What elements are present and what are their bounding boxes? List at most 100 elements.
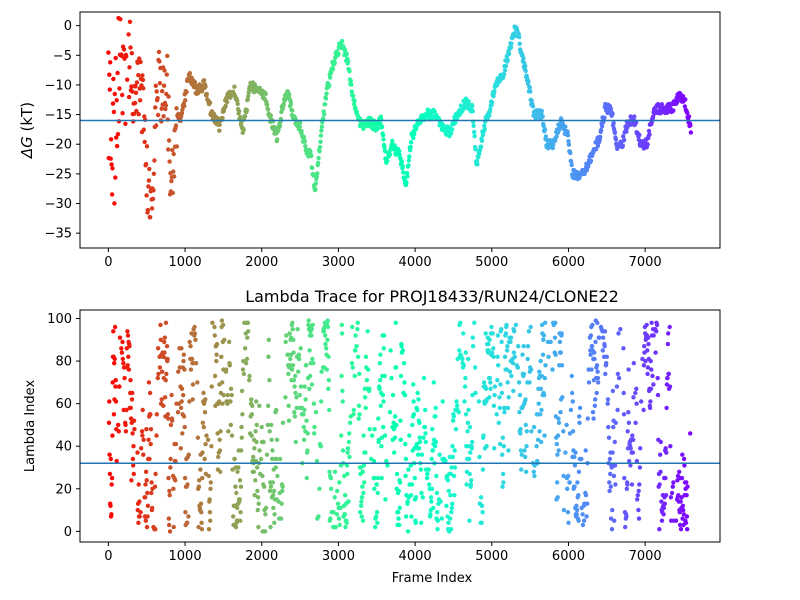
lambda-point: [593, 397, 598, 402]
dg-point: [650, 114, 656, 119]
lambda-point: [556, 448, 561, 453]
lambda-point: [251, 469, 256, 474]
lambda-point: [513, 322, 519, 328]
dg-point: [406, 158, 411, 163]
lambda-point: [284, 333, 289, 338]
lambda-point: [381, 346, 386, 351]
lambda-point: [613, 420, 618, 425]
lambda-point: [139, 429, 145, 434]
lambda-point: [253, 429, 258, 434]
lambda-point: [200, 475, 205, 481]
dg-point: [111, 76, 116, 82]
lambda-point: [200, 420, 205, 425]
lambda-point: [116, 422, 121, 428]
dg-point: [174, 106, 179, 111]
lambda-point: [162, 339, 167, 345]
lambda-point: [140, 407, 145, 413]
lambda-point: [245, 320, 251, 325]
lambda-point: [463, 375, 468, 381]
lambda-point: [130, 390, 135, 396]
lambda-point: [355, 320, 360, 325]
lambda-point: [381, 399, 386, 404]
lambda-point: [511, 350, 517, 355]
lambda-point: [336, 516, 342, 521]
dg-point: [154, 89, 159, 94]
dg-point: [632, 114, 637, 119]
dg-point: [184, 89, 189, 95]
lambda-point: [373, 524, 378, 530]
lambda-point: [301, 412, 306, 417]
dg-point: [118, 17, 123, 22]
lambda-point: [663, 475, 668, 481]
lambda-points: [106, 318, 693, 534]
lambda-point: [292, 410, 297, 415]
lambda-point: [165, 356, 170, 362]
lambda-point: [309, 382, 315, 387]
dg-point: [288, 101, 294, 107]
lambda-point: [612, 463, 618, 468]
lambda-point: [294, 405, 299, 411]
lambda-point: [256, 524, 261, 530]
lambda-point: [204, 433, 209, 438]
dg-point: [610, 111, 615, 116]
lambda-point: [556, 420, 562, 425]
dg-point: [588, 158, 594, 164]
lambda-point: [428, 495, 434, 500]
lambda-point: [537, 369, 542, 374]
lambda-point: [450, 418, 456, 423]
lambda-point: [155, 375, 160, 381]
dg-x-tick-label: 3000: [322, 255, 355, 270]
lambda-point: [350, 324, 355, 330]
dg-point: [659, 102, 665, 107]
lambda-point: [548, 339, 553, 345]
lambda-point: [208, 480, 213, 485]
lambda-point: [228, 399, 233, 404]
lambda-point: [149, 490, 154, 496]
dg-point: [136, 73, 141, 78]
lambda-point: [117, 384, 122, 389]
lambda-point: [504, 348, 510, 353]
dg-point: [115, 70, 120, 76]
dg-x-tick-label: 6000: [552, 255, 585, 270]
lambda-point: [595, 369, 600, 374]
dg-point: [162, 68, 167, 73]
lambda-point: [541, 333, 547, 338]
lambda-point: [146, 437, 151, 442]
lambda-point: [374, 510, 380, 515]
lambda-point: [295, 327, 300, 332]
lambda-point: [354, 344, 359, 349]
lambda-point: [630, 450, 636, 455]
lambda-point: [523, 397, 528, 402]
lambda-point: [570, 429, 576, 434]
lambda-point: [589, 344, 595, 349]
lambda-point: [586, 380, 592, 385]
dg-point: [136, 112, 141, 117]
dg-point: [319, 128, 324, 133]
lambda-point: [612, 518, 617, 523]
lambda-point: [518, 448, 524, 453]
lambda-point: [466, 356, 471, 362]
dg-point: [173, 123, 179, 128]
dg-x-tick-label: 7000: [629, 255, 662, 270]
lambda-point: [435, 527, 440, 532]
lambda-point: [588, 352, 593, 357]
lambda-point: [526, 329, 532, 334]
lambda-point: [353, 348, 358, 353]
lambda-point: [429, 486, 435, 491]
lambda-point: [361, 433, 366, 438]
lambda-point: [565, 510, 571, 515]
lambda-point: [573, 450, 578, 455]
dg-point: [530, 104, 536, 109]
lambda-point: [423, 407, 428, 413]
lambda-point: [439, 516, 444, 521]
lambda-point: [452, 465, 458, 470]
dg-y-tick-label: −15: [45, 108, 72, 123]
dg-point: [200, 89, 205, 94]
lambda-point: [523, 422, 528, 428]
lambda-point: [106, 420, 112, 425]
dg-point: [299, 128, 304, 134]
dg-point: [129, 51, 134, 56]
lambda-point: [324, 367, 329, 372]
lambda-point: [363, 405, 368, 411]
lambda-point: [642, 344, 647, 349]
